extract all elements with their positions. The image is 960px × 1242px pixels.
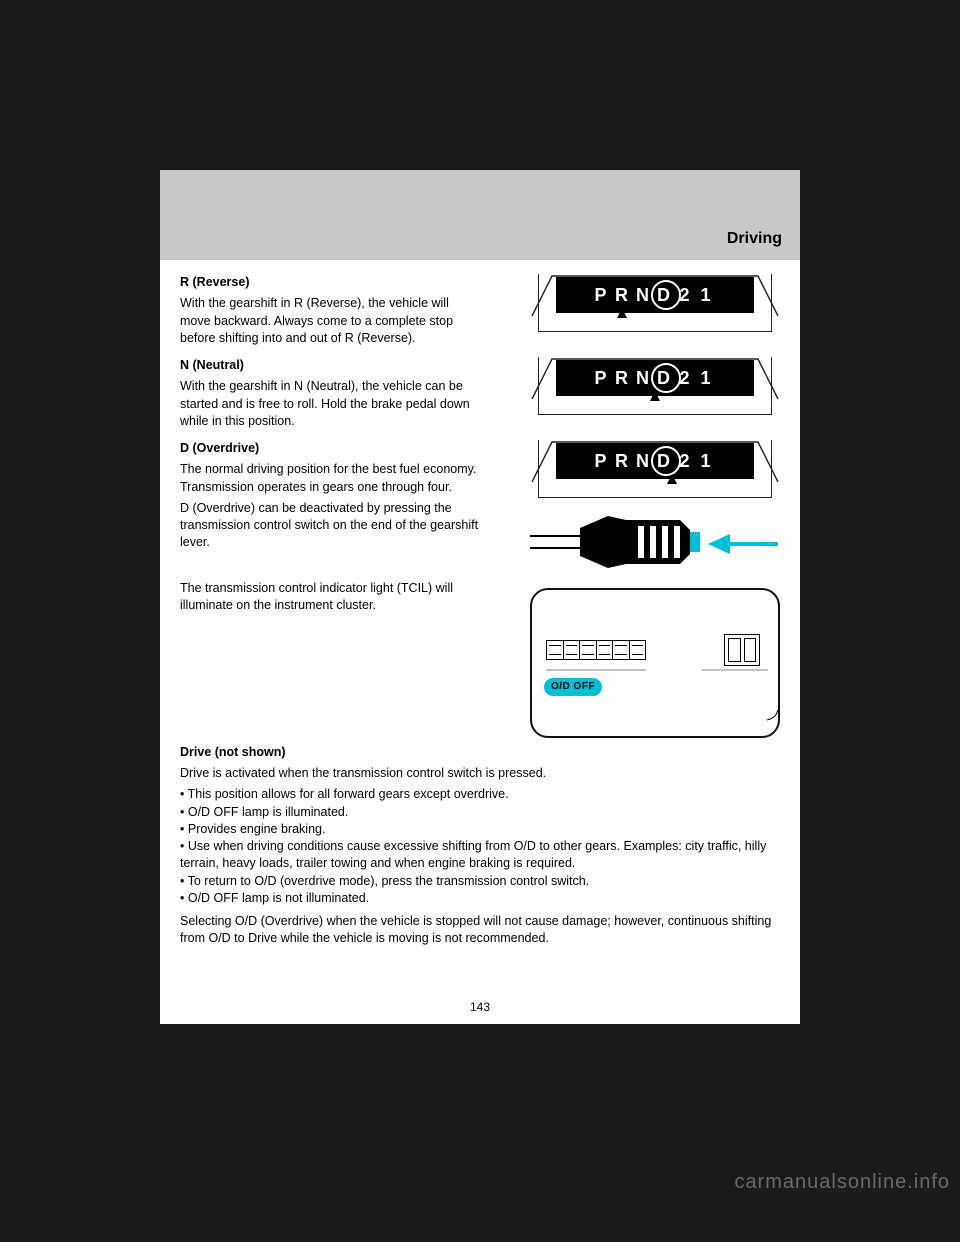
page-number: 143	[160, 1000, 800, 1024]
list-item: Provides engine braking.	[180, 821, 780, 838]
heading-reverse: R (Reverse)	[180, 275, 249, 289]
list-item: O/D OFF lamp is not illuminated.	[180, 890, 780, 907]
text-overdrive-2: D (Overdrive) can be deactivated by pres…	[180, 500, 480, 552]
text-overdrive-1: The normal driving position for the best…	[180, 461, 480, 496]
instrument-cluster-figure: O/D OFF	[530, 588, 780, 738]
manual-page: Driving R (Reverse) With the gearshift i…	[160, 170, 800, 1024]
heading-neutral: N (Neutral)	[180, 358, 244, 372]
text-reverse: With the gearshift in R (Reverse), the v…	[180, 295, 480, 347]
list-item: To return to O/D (overdrive mode), press…	[180, 873, 780, 890]
list-item: Use when driving conditions cause excess…	[180, 838, 780, 873]
list-item: O/D OFF lamp is illuminated.	[180, 804, 780, 821]
text-drive-1: Drive is activated when the transmission…	[180, 765, 780, 782]
drive-bullet-list: This position allows for all forward gea…	[180, 786, 780, 907]
gear-indicator-figure-2: PRND21	[530, 357, 780, 415]
gear-indicator-figure-1: PRND21	[530, 274, 780, 332]
text-overdrive-3: The transmission control indicator light…	[180, 580, 480, 615]
watermark: carmanualsonline.info	[734, 1171, 950, 1194]
list-item: This position allows for all forward gea…	[180, 786, 780, 803]
gear-indicator-figure-3: PRND21	[530, 440, 780, 498]
text-neutral: With the gearshift in N (Neutral), the v…	[180, 378, 480, 430]
text-drive-2: Selecting O/D (Overdrive) when the vehic…	[180, 913, 780, 948]
heading-drive: Drive (not shown)	[180, 745, 286, 759]
cluster-outline	[532, 590, 782, 740]
gearshift-stalk-figure	[530, 500, 780, 580]
heading-overdrive: D (Overdrive)	[180, 441, 259, 455]
page-title: Driving	[727, 230, 782, 248]
page-header: Driving	[160, 170, 800, 260]
page-content: R (Reverse) With the gearshift in R (Rev…	[160, 260, 800, 1000]
